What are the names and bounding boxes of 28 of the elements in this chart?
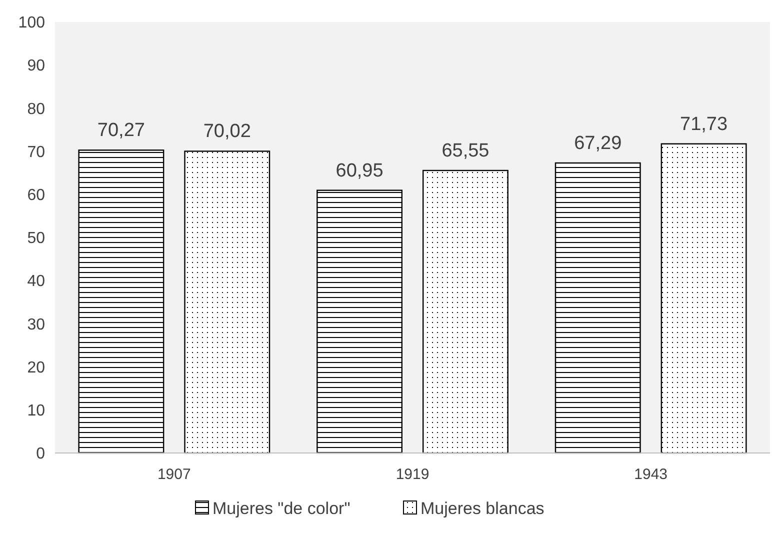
y-tick-label: 0 [36,446,46,463]
data-label: 71,73 [680,114,728,135]
bar [316,190,403,454]
legend-label: Mujeres blancas [420,498,544,518]
y-tick-label: 70 [27,144,46,161]
y-tick-label: 20 [27,359,46,376]
data-label: 65,55 [442,140,490,162]
y-tick-label: 30 [27,316,46,334]
y-tick-label: 40 [27,273,46,290]
y-tick-label: 10 [27,402,46,420]
x-tick-label: 1907 [157,466,191,483]
bar [554,162,641,454]
data-label: 70,02 [203,121,251,142]
data-label: 60,95 [336,160,384,182]
bar [422,170,508,454]
x-tick-label: 1919 [396,466,430,483]
y-tick-label: 50 [27,230,46,248]
x-tick-label: 1943 [634,466,668,483]
legend-label: Mujeres "de color" [212,498,350,518]
bar [184,150,270,454]
bar [660,143,747,454]
data-label: 70,27 [97,120,145,142]
y-tick-label: 90 [27,58,46,75]
data-label: 67,29 [574,132,622,154]
bar [78,150,164,454]
y-tick-label: 100 [18,14,46,32]
y-tick-label: 60 [27,187,46,204]
y-tick-label: 80 [27,100,46,118]
